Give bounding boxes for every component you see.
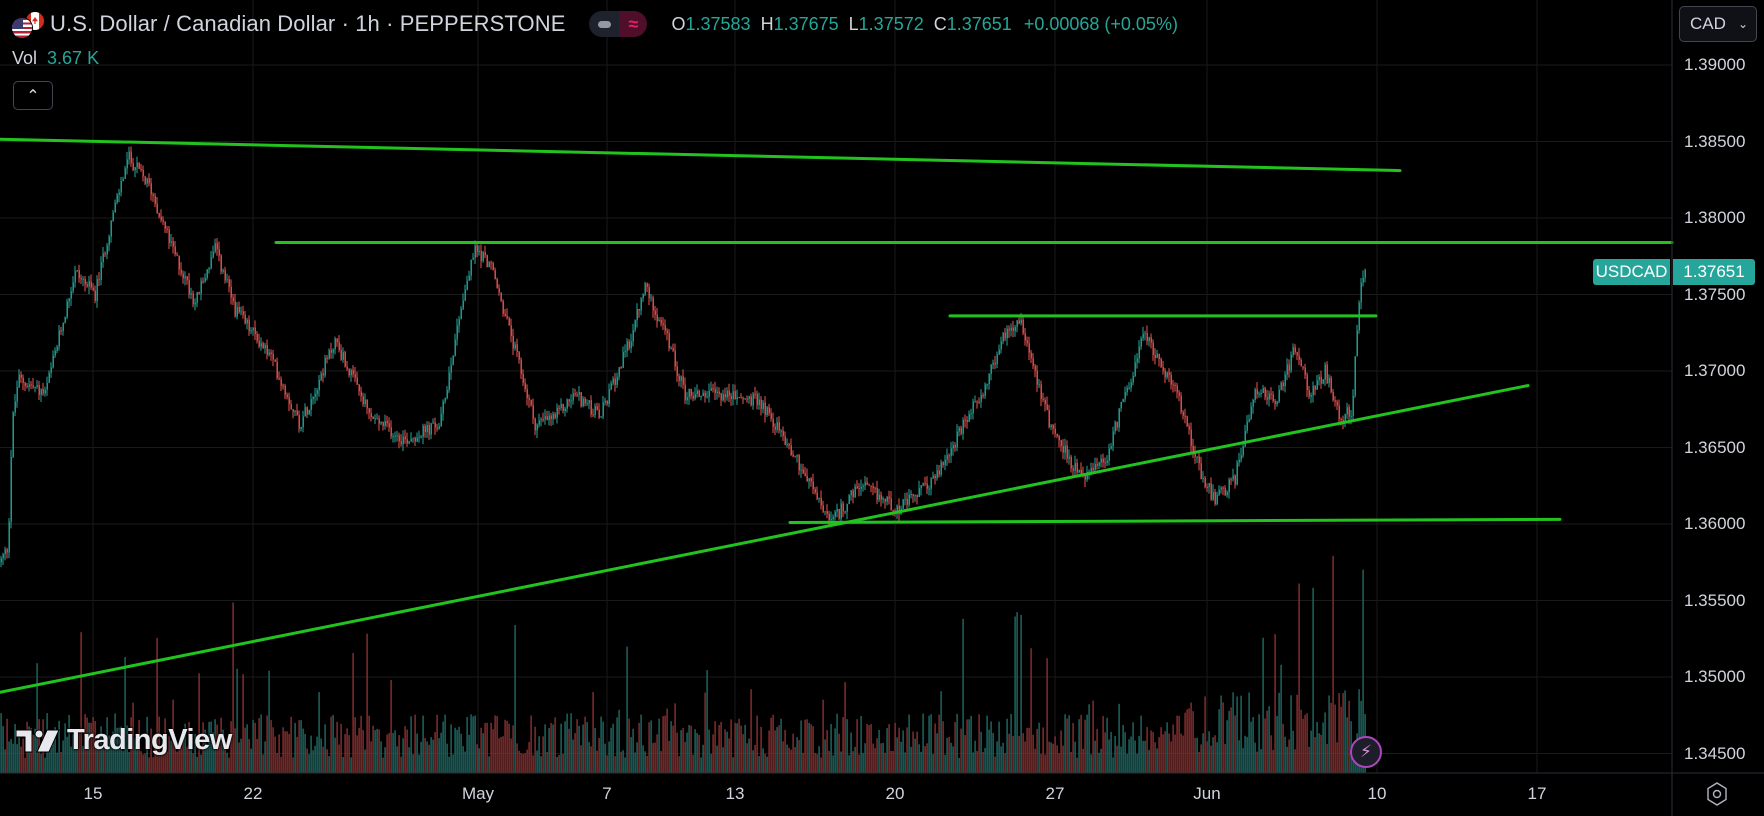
tradingview-wordmark: TradingView (67, 724, 232, 756)
time-tick: 15 (83, 784, 103, 803)
price-tick: 1.38500 (1684, 132, 1746, 151)
change-value: +0.00068 (+0.05%) (1023, 13, 1178, 34)
chart-grid (0, 0, 1672, 773)
currency-pair-flags (12, 10, 46, 38)
price-tick: 1.35000 (1684, 667, 1746, 686)
open-value: 1.37583 (685, 13, 751, 34)
volume-label[interactable]: Vol (12, 48, 38, 68)
volume-legend: Vol 3.67 K (12, 48, 99, 69)
ascending-support-trendline-line[interactable] (0, 384, 1530, 694)
symbol-title[interactable]: U.S. Dollar / Canadian Dollar · 1h · PEP… (50, 11, 566, 36)
descending-resistance-trendline-line[interactable] (0, 137, 1402, 173)
last-price-value: 1.37651 (1673, 259, 1755, 285)
minus-icon[interactable] (589, 11, 620, 37)
range-bottom-support-line[interactable] (788, 517, 1562, 524)
trendline-drawings[interactable] (0, 137, 1674, 694)
time-tick: 22 (243, 784, 263, 803)
candlesticks (0, 146, 1366, 568)
time-tick: 7 (602, 784, 612, 803)
low-value: 1.37572 (858, 13, 924, 34)
collapse-legend-button[interactable]: ⌃ (13, 81, 53, 110)
time-tick: 10 (1367, 784, 1387, 803)
chevron-up-icon: ⌃ (26, 87, 40, 105)
us-flag-icon (12, 18, 32, 38)
price-tick: 1.34500 (1684, 744, 1746, 763)
time-tick: 17 (1527, 784, 1547, 803)
lightning-icon[interactable]: ⚡ (1350, 736, 1382, 768)
price-tick: 1.38000 (1684, 208, 1746, 227)
time-tick: 27 (1045, 784, 1065, 803)
price-tick: 1.36000 (1684, 514, 1746, 533)
legend-toggle[interactable]: ≈ (589, 11, 648, 37)
time-tick: 20 (885, 784, 905, 803)
ohlc-values: O1.37583 H1.37675 L1.37572 C1.37651 +0.0… (671, 13, 1178, 34)
time-tick: May (461, 784, 495, 803)
price-tick: 1.36500 (1684, 438, 1746, 457)
approx-icon[interactable]: ≈ (619, 11, 648, 37)
settings-hexagon-icon[interactable] (1703, 780, 1731, 808)
symbol-legend: U.S. Dollar / Canadian Dollar · 1h · PEP… (12, 10, 1178, 38)
price-tick: 1.35500 (1684, 591, 1746, 610)
close-value: 1.37651 (946, 13, 1012, 34)
volume-value: 3.67 K (47, 48, 100, 68)
currency-value: CAD (1690, 14, 1726, 33)
high-value: 1.37675 (773, 13, 839, 34)
price-tick: 1.39000 (1684, 55, 1746, 74)
tradingview-logo[interactable]: TradingView (16, 724, 232, 757)
currency-selector[interactable]: CAD ⌄ (1679, 6, 1757, 42)
price-tick: 1.37500 (1684, 285, 1746, 304)
volume-bars (0, 555, 1366, 773)
time-tick: Jun (1193, 784, 1221, 803)
time-tick: 13 (725, 784, 745, 803)
tradingview-mark-icon (16, 729, 60, 752)
chevron-down-icon: ⌄ (1737, 17, 1748, 31)
last-price-symbol: USDCAD (1593, 259, 1670, 285)
price-tick: 1.37000 (1684, 361, 1746, 380)
